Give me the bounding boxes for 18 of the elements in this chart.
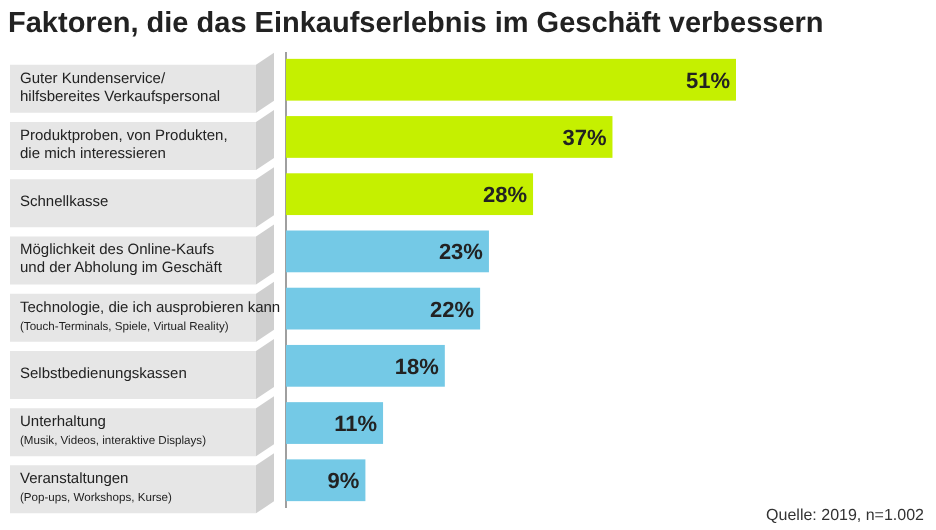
data-label: 28% [483,184,528,209]
data-label: 37% [562,126,607,151]
source-note: Quelle: 2019, n=1.002 [766,506,926,524]
bar [286,58,736,101]
data-label: 51% [685,69,731,94]
bar [286,173,534,216]
bar [286,287,481,330]
data-label: 23% [438,241,484,266]
bar [286,230,489,273]
bar [286,459,366,502]
bar [286,344,445,387]
bar [286,402,384,444]
data-label: 11% [334,413,378,438]
data-label: 18% [394,355,440,380]
data-label: 9% [327,470,360,495]
data-label: 22% [430,298,475,323]
bar [286,116,613,158]
chart-title: Faktoren, die das Einkaufserlebnis im Geschäft verbessern [8,8,824,40]
